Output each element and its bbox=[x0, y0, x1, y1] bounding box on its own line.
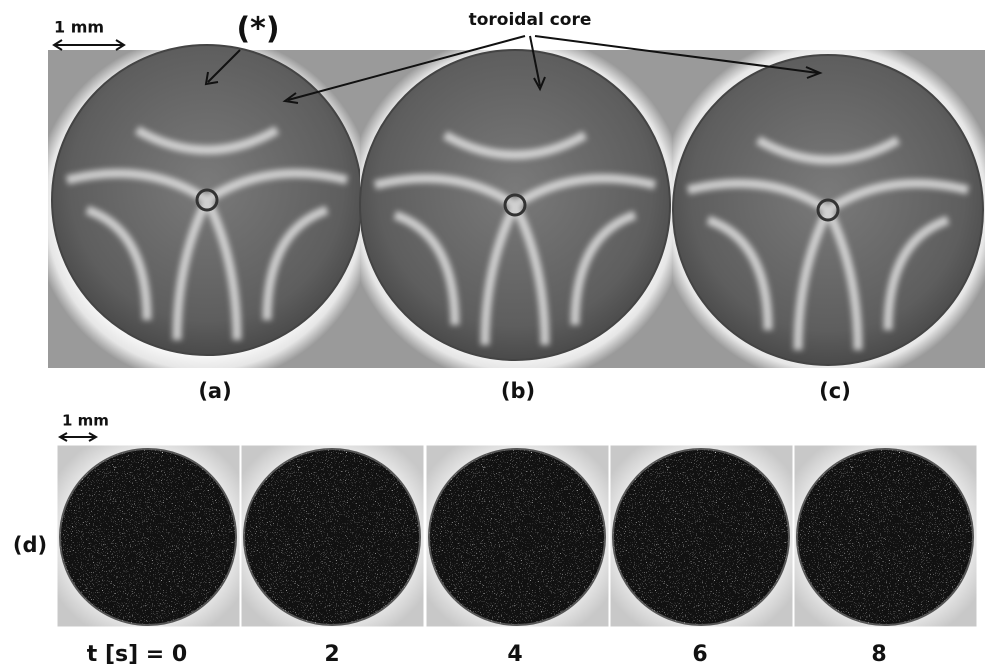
particles bbox=[60, 449, 236, 625]
particles bbox=[244, 449, 420, 625]
time-label: 8 bbox=[871, 642, 886, 667]
scale-label: 1 mm bbox=[62, 412, 109, 430]
toroidal-label: toroidal core bbox=[469, 10, 592, 30]
panel-label: (b) bbox=[501, 379, 535, 403]
particles bbox=[429, 449, 605, 625]
panel-label: (c) bbox=[819, 379, 851, 403]
scale-label: 1 mm bbox=[54, 18, 104, 37]
speckle bbox=[797, 449, 973, 625]
time-label: 2 bbox=[324, 642, 339, 667]
panel-label: (d) bbox=[13, 533, 47, 557]
asterisk-label: (*) bbox=[236, 12, 279, 47]
top-row bbox=[48, 45, 985, 368]
speckle bbox=[60, 449, 236, 625]
speckle bbox=[244, 449, 420, 625]
time-label: t [s] = 0 bbox=[87, 642, 187, 667]
particles bbox=[613, 449, 789, 625]
speckle bbox=[613, 449, 789, 625]
time-label: 4 bbox=[507, 642, 522, 667]
time-label: 6 bbox=[692, 642, 707, 667]
particles bbox=[797, 449, 973, 625]
figure: 1 mm (*) toroidal core (a) (b) (c) (d) 1… bbox=[0, 0, 987, 669]
panel-label: (a) bbox=[198, 379, 231, 403]
bottom-row bbox=[57, 445, 977, 627]
speckle bbox=[429, 449, 605, 625]
